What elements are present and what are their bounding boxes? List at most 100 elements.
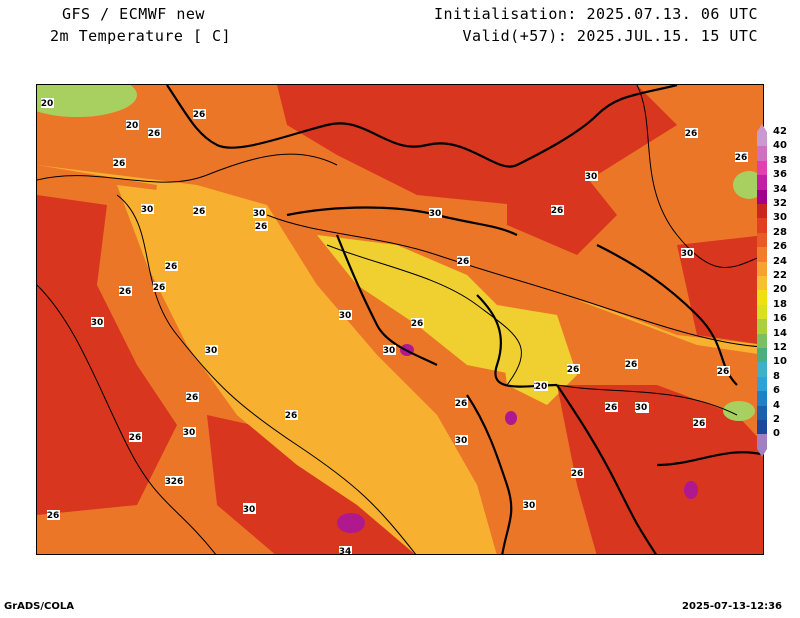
contour-label: 26	[193, 109, 206, 120]
legend-label: 38	[773, 154, 787, 166]
highland-serbia	[497, 305, 577, 405]
svg-text:26: 26	[148, 129, 161, 139]
legend-label: 10	[773, 356, 787, 368]
legend-swatch-12	[757, 348, 767, 363]
svg-text:26: 26	[735, 153, 748, 163]
svg-text:26: 26	[551, 206, 564, 216]
map-title: GFS / ECMWF new	[62, 5, 205, 23]
legend-label: 42	[773, 126, 787, 137]
svg-text:30: 30	[141, 205, 154, 215]
legend-swatch-22	[757, 276, 767, 291]
contour-label: 30	[243, 504, 256, 515]
contour-label: 26	[186, 392, 199, 403]
hot-area-north-east	[507, 145, 617, 255]
svg-text:30: 30	[635, 403, 648, 413]
legend-swatch-8	[757, 376, 767, 392]
contour-label: 26	[455, 398, 468, 409]
svg-text:26: 26	[455, 399, 468, 409]
legend-label: 30	[773, 212, 787, 224]
legend-swatch-0	[757, 434, 767, 449]
contour-label: 26	[113, 158, 126, 169]
hot-area-balkans-south	[557, 385, 763, 554]
border-line	[476, 294, 558, 388]
legend-swatch-26	[757, 247, 767, 262]
highland-bosnia	[317, 235, 537, 375]
contour-label: 26	[685, 128, 698, 139]
contour-label: 26	[47, 510, 60, 521]
contour-label: 30	[141, 204, 154, 215]
contour-label: 30	[681, 248, 694, 259]
legend-swatch-34	[757, 189, 767, 204]
svg-text:26: 26	[153, 283, 166, 293]
svg-text:26: 26	[193, 207, 206, 217]
legend-label: 8	[773, 370, 780, 382]
svg-text:26: 26	[165, 262, 178, 272]
legend-label: 20	[773, 284, 787, 296]
svg-text:26: 26	[47, 511, 60, 521]
contour-label: 30	[455, 435, 468, 446]
contour-label: 26	[153, 282, 166, 293]
render-timestamp: 2025-07-13-12:36	[682, 601, 782, 612]
legend-label: 12	[773, 342, 787, 353]
color-legend: 42 40 38 36 34 32 30 28 26 24 22 20 18 16 14 12 10 8 6 4 2 0	[757, 124, 787, 518]
cool-spot-alps	[37, 85, 137, 117]
contour-label: 26	[285, 410, 298, 421]
contour-label: 30	[339, 310, 352, 321]
contour-label: 34	[339, 546, 352, 555]
border-line	[335, 234, 438, 366]
extreme-spot-2	[337, 513, 365, 533]
legend-swatch-10	[757, 362, 767, 377]
border-line	[166, 85, 678, 168]
svg-text:30: 30	[183, 428, 196, 438]
legend-swatch-28	[757, 232, 767, 248]
contour-label: 26	[119, 286, 132, 297]
contour-label: 26	[255, 221, 268, 232]
contour-label: 30	[585, 171, 598, 182]
svg-text:26: 26	[717, 367, 730, 377]
contour-label: 30	[91, 317, 104, 328]
border-line	[656, 451, 763, 467]
contour-label: 26	[693, 418, 706, 429]
svg-text:26: 26	[285, 411, 298, 421]
legend-swatch-18	[757, 304, 767, 320]
contour-label: 26	[605, 402, 618, 413]
svg-text:26: 26	[605, 403, 618, 413]
initialisation-time: Initialisation: 2025.07.13. 06 UTC	[433, 5, 758, 23]
svg-text:30: 30	[383, 346, 396, 356]
border-line	[596, 244, 738, 386]
contour-line	[116, 194, 417, 554]
contour-label: 30	[523, 500, 536, 511]
svg-text:26: 26	[567, 365, 580, 375]
cool-spot-carpathians	[733, 171, 763, 199]
legend-label: 34	[773, 183, 787, 195]
svg-text:26: 26	[457, 257, 470, 267]
legend-arrow-up-icon	[757, 124, 767, 132]
contour-line	[636, 85, 763, 268]
contour-label: 26	[148, 128, 161, 139]
software-credit: GrADS/COLA	[4, 601, 74, 612]
legend-arrow-down-icon	[757, 448, 767, 457]
legend-label: 28	[773, 226, 787, 238]
contour-label: 30	[635, 402, 648, 413]
legend-swatch-4	[757, 405, 767, 420]
svg-text:30: 30	[205, 346, 218, 356]
contour-label: 20	[535, 381, 548, 392]
legend-swatch-30	[757, 218, 767, 233]
contour-line	[37, 153, 338, 183]
svg-text:26: 26	[685, 129, 698, 139]
border-line	[556, 384, 658, 554]
svg-text:20: 20	[41, 99, 54, 109]
svg-text:26: 26	[693, 419, 706, 429]
contour-label: 26	[457, 256, 470, 267]
contour-line	[326, 244, 522, 386]
contour-label: 26	[717, 366, 730, 377]
legend-label: 14	[773, 327, 787, 339]
cool-spot-balkan-mts	[723, 401, 755, 421]
contour-label: 30	[253, 208, 266, 219]
legend-label: 22	[773, 270, 787, 281]
svg-text:34: 34	[339, 547, 352, 555]
legend-label: 0	[773, 428, 780, 440]
svg-text:30: 30	[91, 318, 104, 328]
contour-label: 26	[171, 476, 184, 487]
svg-text:30: 30	[523, 501, 536, 511]
